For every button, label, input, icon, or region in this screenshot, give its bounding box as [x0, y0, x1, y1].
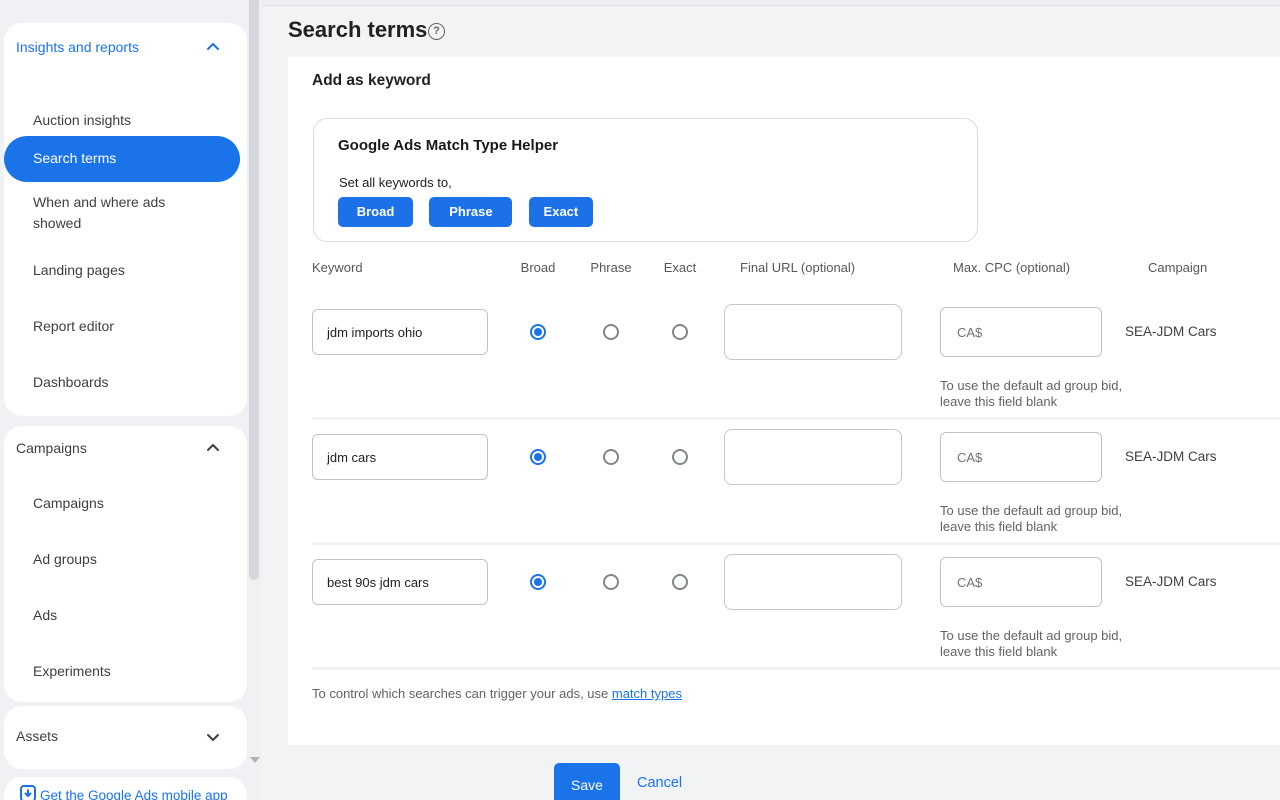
- default-bid-note: To use the default ad group bid, leave t…: [940, 628, 1123, 659]
- keyword-input[interactable]: [312, 309, 488, 355]
- final-url-input[interactable]: [724, 554, 902, 610]
- final-url-input[interactable]: [724, 429, 902, 485]
- section-header-assets[interactable]: Assets: [16, 728, 59, 744]
- keyword-input[interactable]: [312, 434, 488, 480]
- sidebar-item-landing-pages[interactable]: Landing pages: [33, 262, 125, 278]
- max-cpc-input[interactable]: [940, 307, 1102, 357]
- campaign-name: SEA-JDM Cars: [1125, 574, 1217, 589]
- sidebar-item-when-and-where-ads-showed[interactable]: When and where ads showed: [33, 194, 166, 231]
- match-types-note: To control which searches can trigger yo…: [312, 686, 682, 701]
- keyword-input[interactable]: [312, 559, 488, 605]
- chevron-up-icon[interactable]: [206, 42, 220, 52]
- match-types-link[interactable]: match types: [611, 686, 682, 701]
- section-header-campaigns[interactable]: Campaigns: [16, 440, 87, 456]
- default-bid-note: To use the default ad group bid, leave t…: [940, 503, 1123, 534]
- campaign-name: SEA-JDM Cars: [1125, 449, 1217, 464]
- sidebar: Insights and reports Auction insights Se…: [0, 0, 262, 800]
- default-bid-note: To use the default ad group bid, leave t…: [940, 378, 1123, 409]
- keyword-row: SEA-JDM Cars To use the default ad group…: [288, 304, 1280, 421]
- exact-radio[interactable]: [672, 324, 688, 340]
- sidebar-item-dashboards[interactable]: Dashboards: [33, 374, 109, 390]
- row-divider: [312, 542, 1280, 545]
- panel-title: Add as keyword: [312, 72, 431, 89]
- exact-all-button[interactable]: Exact: [528, 197, 593, 227]
- section-header-insights-and-reports[interactable]: Insights and reports: [16, 39, 139, 55]
- add-as-keyword-panel: Add as keyword Google Ads Match Type Hel…: [288, 57, 1280, 745]
- max-cpc-input[interactable]: [940, 432, 1102, 482]
- chevron-up-icon[interactable]: [206, 443, 220, 453]
- column-header-keyword: Keyword: [312, 260, 363, 275]
- broad-all-button[interactable]: Broad: [338, 197, 413, 227]
- phrase-radio[interactable]: [603, 574, 619, 590]
- broad-radio[interactable]: [530, 324, 546, 340]
- scrollbar-down-arrow-icon[interactable]: [250, 757, 260, 763]
- sidebar-scrollbar-thumb[interactable]: [249, 0, 259, 580]
- sidebar-item-label: Search terms: [33, 150, 117, 166]
- broad-radio[interactable]: [530, 574, 546, 590]
- column-header-phrase: Phrase: [590, 260, 632, 275]
- sidebar-item-ads[interactable]: Ads: [33, 607, 58, 623]
- sidebar-section-campaigns: Campaigns Campaigns Ad groups Ads Experi…: [4, 426, 247, 702]
- match-types-note-text: To control which searches can trigger yo…: [312, 686, 612, 701]
- sidebar-item-report-editor[interactable]: Report editor: [33, 318, 114, 334]
- help-icon[interactable]: ?: [428, 23, 445, 40]
- sidebar-section-assets: Assets: [4, 706, 247, 769]
- row-divider: [312, 417, 1280, 420]
- chevron-down-icon[interactable]: [206, 732, 220, 742]
- page-title: Search terms: [288, 17, 428, 42]
- column-header-broad: Broad: [520, 260, 556, 275]
- helper-box-subtitle: Set all keywords to,: [339, 175, 452, 190]
- sidebar-item-ad-groups[interactable]: Ad groups: [33, 551, 97, 567]
- column-header-exact: Exact: [663, 260, 697, 275]
- top-divider: [262, 0, 1280, 6]
- match-type-helper-box: Google Ads Match Type Helper Set all key…: [313, 118, 978, 242]
- row-divider: [312, 667, 1280, 670]
- helper-box-title: Google Ads Match Type Helper: [338, 137, 559, 154]
- app-download-icon: [20, 785, 36, 800]
- mobile-app-card: Get the Google Ads mobile app: [4, 777, 247, 800]
- keyword-row: SEA-JDM Cars To use the default ad group…: [288, 429, 1280, 546]
- campaign-name: SEA-JDM Cars: [1125, 324, 1217, 339]
- exact-radio[interactable]: [672, 449, 688, 465]
- column-header-final-url: Final URL (optional): [740, 260, 856, 275]
- phrase-all-button[interactable]: Phrase: [429, 197, 513, 227]
- column-header-max-cpc: Max. CPC (optional): [953, 260, 1071, 275]
- column-header-campaign: Campaign: [1148, 260, 1208, 275]
- get-mobile-app-link[interactable]: Get the Google Ads mobile app: [40, 788, 228, 800]
- sidebar-item-experiments[interactable]: Experiments: [33, 663, 111, 679]
- sidebar-item-auction-insights[interactable]: Auction insights: [33, 112, 132, 128]
- phrase-radio[interactable]: [603, 324, 619, 340]
- phrase-radio[interactable]: [603, 449, 619, 465]
- sidebar-item-campaigns[interactable]: Campaigns: [33, 495, 104, 511]
- sidebar-section-insights-and-reports: Insights and reports Auction insights Se…: [4, 23, 247, 416]
- cancel-button[interactable]: Cancel: [637, 775, 683, 791]
- exact-radio[interactable]: [672, 574, 688, 590]
- main-content: Search terms ? Add as keyword Google Ads…: [262, 0, 1280, 800]
- final-url-input[interactable]: [724, 304, 902, 360]
- helper-button-row: Broad Phrase Exact: [338, 197, 593, 227]
- sidebar-item-search-terms[interactable]: Search terms: [4, 136, 240, 182]
- save-button[interactable]: Save: [554, 763, 620, 800]
- broad-radio[interactable]: [530, 449, 546, 465]
- max-cpc-input[interactable]: [940, 557, 1102, 607]
- keyword-row: SEA-JDM Cars To use the default ad group…: [288, 554, 1280, 671]
